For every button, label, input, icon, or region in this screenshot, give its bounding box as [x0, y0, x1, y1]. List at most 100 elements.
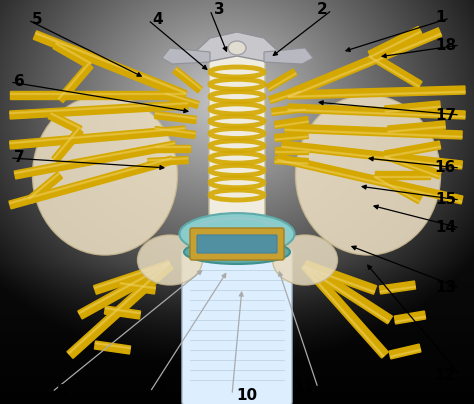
Polygon shape [105, 307, 140, 314]
Polygon shape [384, 101, 440, 114]
Polygon shape [303, 261, 376, 294]
Polygon shape [10, 93, 185, 94]
Polygon shape [120, 283, 155, 289]
Text: 14: 14 [435, 221, 456, 236]
Polygon shape [288, 91, 465, 97]
Polygon shape [385, 146, 440, 158]
Polygon shape [10, 101, 188, 119]
Polygon shape [155, 113, 196, 119]
Polygon shape [395, 316, 425, 322]
Text: 4: 4 [152, 13, 163, 27]
Polygon shape [272, 109, 305, 114]
Polygon shape [282, 146, 462, 167]
Polygon shape [288, 104, 465, 119]
Polygon shape [53, 42, 92, 68]
Ellipse shape [295, 95, 440, 255]
FancyBboxPatch shape [209, 53, 265, 217]
Polygon shape [33, 31, 187, 99]
Polygon shape [375, 176, 430, 177]
Text: 12: 12 [435, 368, 456, 383]
Text: 18: 18 [435, 38, 456, 53]
Polygon shape [14, 141, 176, 179]
Text: 1: 1 [436, 11, 446, 25]
Text: 8: 8 [56, 385, 67, 400]
Polygon shape [373, 172, 422, 204]
Polygon shape [285, 129, 462, 137]
Text: 2: 2 [317, 2, 328, 17]
Polygon shape [275, 161, 308, 164]
Polygon shape [52, 127, 83, 162]
Ellipse shape [180, 213, 294, 255]
Polygon shape [269, 73, 296, 90]
Polygon shape [55, 43, 91, 64]
Polygon shape [9, 158, 172, 204]
Polygon shape [384, 141, 441, 159]
Polygon shape [78, 261, 172, 319]
Polygon shape [380, 286, 415, 292]
Polygon shape [48, 112, 82, 134]
Polygon shape [302, 261, 392, 324]
Polygon shape [379, 281, 416, 294]
Polygon shape [389, 344, 421, 359]
Polygon shape [394, 311, 426, 324]
Polygon shape [303, 266, 384, 357]
Polygon shape [385, 106, 440, 112]
Polygon shape [375, 171, 430, 179]
Polygon shape [286, 28, 442, 99]
Polygon shape [275, 156, 308, 166]
Polygon shape [368, 52, 422, 88]
Text: 6: 6 [14, 74, 25, 90]
Polygon shape [275, 121, 308, 127]
Polygon shape [51, 113, 81, 129]
Polygon shape [374, 176, 419, 202]
Polygon shape [10, 91, 185, 99]
Polygon shape [79, 263, 169, 314]
Polygon shape [264, 48, 313, 64]
Polygon shape [15, 143, 175, 174]
Text: 13: 13 [435, 280, 456, 295]
Polygon shape [301, 262, 388, 358]
Polygon shape [36, 32, 186, 94]
Polygon shape [304, 266, 374, 292]
Polygon shape [148, 156, 188, 166]
Polygon shape [68, 263, 169, 354]
Polygon shape [275, 147, 308, 154]
Polygon shape [148, 158, 188, 161]
Polygon shape [164, 92, 199, 108]
Ellipse shape [33, 95, 177, 255]
Polygon shape [195, 32, 279, 62]
Ellipse shape [137, 235, 202, 285]
Polygon shape [173, 67, 202, 93]
Polygon shape [57, 62, 93, 103]
Polygon shape [272, 105, 305, 116]
Polygon shape [275, 136, 308, 140]
Text: 3: 3 [214, 2, 225, 17]
Polygon shape [155, 146, 190, 147]
Polygon shape [53, 128, 79, 159]
Polygon shape [275, 132, 308, 141]
Polygon shape [388, 126, 445, 133]
Polygon shape [368, 26, 422, 59]
Polygon shape [162, 48, 210, 64]
Text: 11: 11 [293, 381, 314, 396]
Text: 15: 15 [435, 192, 456, 208]
Polygon shape [369, 56, 419, 87]
Polygon shape [303, 266, 389, 322]
Polygon shape [165, 93, 199, 104]
Polygon shape [277, 159, 462, 202]
Polygon shape [94, 341, 130, 354]
Polygon shape [27, 172, 63, 203]
Polygon shape [277, 154, 463, 204]
Polygon shape [155, 145, 190, 152]
Polygon shape [282, 141, 463, 169]
Polygon shape [9, 126, 185, 149]
Polygon shape [288, 109, 465, 118]
Ellipse shape [184, 240, 290, 264]
Polygon shape [285, 124, 462, 139]
Polygon shape [155, 128, 195, 134]
Polygon shape [93, 261, 172, 294]
Polygon shape [58, 63, 89, 99]
Text: 16: 16 [435, 160, 456, 175]
Polygon shape [371, 31, 421, 57]
Polygon shape [270, 91, 301, 102]
